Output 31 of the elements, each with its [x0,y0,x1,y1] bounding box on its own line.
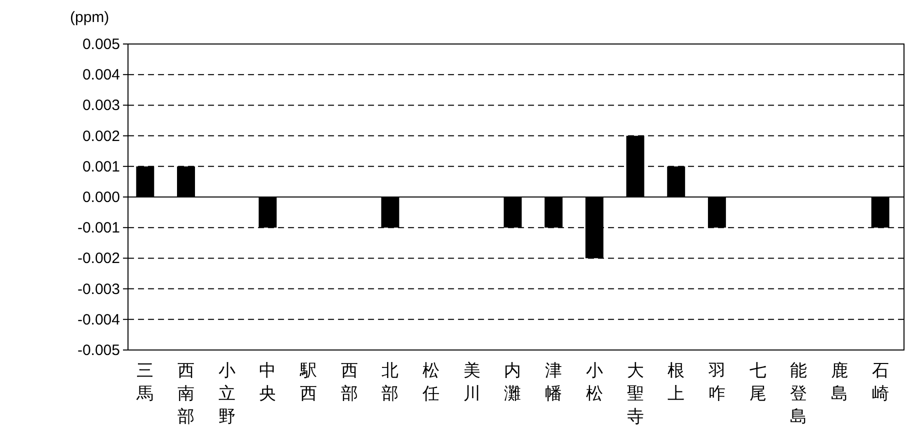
x-tick-label: 津幡 [545,361,562,403]
x-tick-label: 三馬 [136,361,154,403]
y-tick-label: 0.004 [82,66,120,84]
y-tick-label: 0.003 [82,97,120,114]
x-tick-label: 石崎 [872,361,889,403]
x-tick-label: 七尾 [749,361,766,403]
x-tick-label: 小松 [586,361,603,403]
x-tick-label: 羽咋 [707,361,726,403]
x-tick-label: 中央 [259,361,276,403]
x-tick-label: 大聖寺 [626,361,644,426]
y-tick-label: 0.002 [82,128,120,145]
x-tick-label: 内灘 [504,361,522,403]
x-tick-label: 駅西 [299,361,318,403]
x-tick-label: 美川 [463,361,480,403]
y-tick-label: -0.004 [77,311,120,328]
x-tick-label: 鹿島 [830,361,848,403]
y-tick-label: 0.001 [82,158,120,176]
y-tick-label: 0.005 [82,36,120,53]
x-tick-label: 能登島 [790,361,808,426]
x-tick-label: 根上 [668,361,685,403]
y-tick-label: -0.003 [77,280,120,298]
x-tick-label: 北部 [382,361,399,403]
y-tick-label: -0.002 [77,250,120,268]
y-tick-label: -0.001 [77,220,120,237]
y-axis-title: (ppm) [70,9,110,26]
x-tick-label: 西南部 [177,361,194,426]
x-tick-label: 松任 [422,361,440,403]
x-tick-label: 西部 [340,361,358,403]
y-tick-label: -0.005 [77,342,120,359]
y-tick-label: 0.000 [82,189,120,206]
x-tick-label: 小立野 [218,361,236,426]
